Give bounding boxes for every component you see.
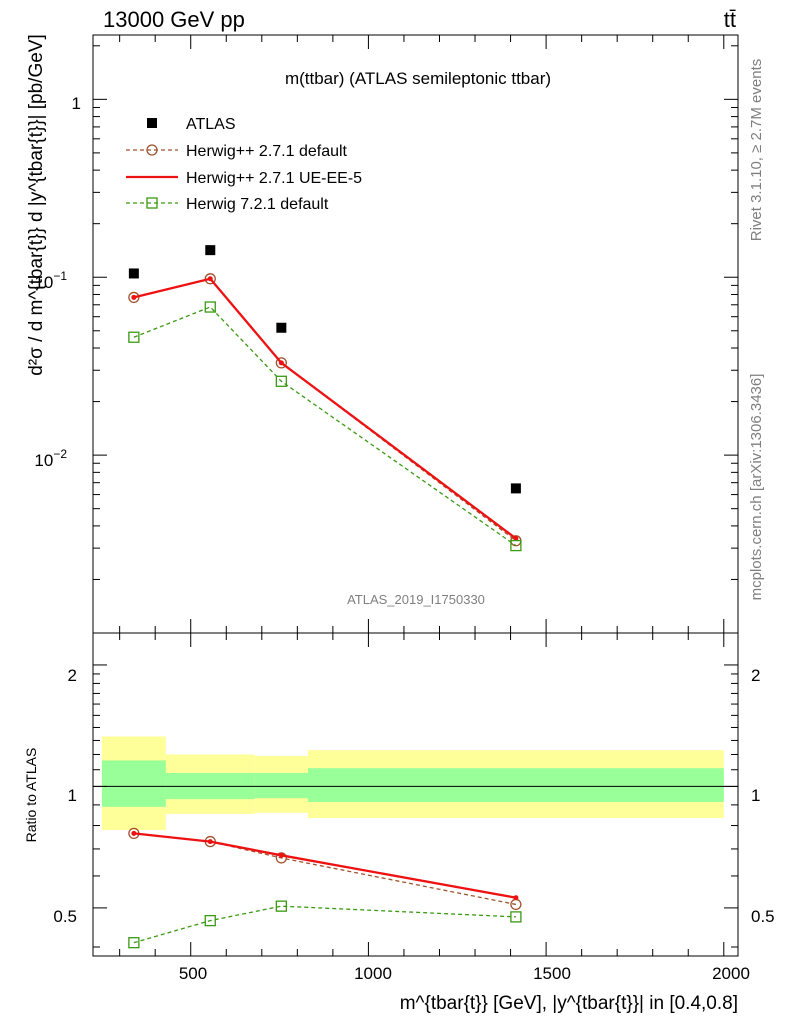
xtick-label-1500: 1500	[533, 964, 571, 983]
ratio-series-layer	[128, 827, 522, 949]
ratio-point-herwig7-0	[128, 937, 140, 949]
main-point-herwig7-0	[128, 331, 140, 343]
xtick-label-2000: 2000	[712, 964, 750, 983]
legend-title: m(ttbar) (ATLAS semileptonic ttbar)	[285, 69, 551, 88]
main-point-atlas-1	[205, 245, 216, 256]
main-point-herwigpp-default-2	[275, 357, 287, 369]
main-ytick-label-0.1-base: 10	[34, 273, 53, 292]
main-point-atlas-0	[128, 268, 139, 279]
ratio-line-herwig7	[133, 905, 516, 944]
main-point-herwigpp-default-0	[128, 291, 140, 304]
main-point-herwigpp-ueee5-0	[131, 294, 137, 300]
main-y-axis-label: d²σ / d m^{tbar{t}} d |y^{tbar{t}}| [pb/…	[26, 34, 47, 376]
main-line-herwig7	[133, 306, 517, 547]
main-line-herwigpp-default	[133, 278, 517, 542]
ratio-point-herwig7-2	[275, 900, 287, 912]
ratio-point-herwig7-1	[204, 914, 216, 927]
ratio-ytick-right-0.5: 0.5	[751, 907, 775, 926]
legend-marker-atlas	[147, 118, 157, 128]
main-ytick-label-0.01-exp: −2	[53, 447, 67, 461]
main-point-herwigpp-default-1	[204, 273, 216, 285]
main-point-herwig7-3	[510, 539, 522, 552]
ratio-ytick-left-1: 1	[68, 786, 77, 805]
ratio-plot-frame	[92, 632, 739, 957]
main-ytick-label-0.01-base: 10	[34, 451, 53, 470]
process-label: tt̄	[724, 7, 736, 32]
ratio-uncertainty-bands	[93, 736, 738, 830]
ratio-ytick-left-2: 2	[68, 666, 77, 685]
main-point-herwig7-2	[275, 375, 287, 387]
ratio-point-herwigpp-ueee5-3	[513, 895, 519, 901]
xtick-label-500: 500	[179, 964, 207, 983]
main-line-herwigpp-ueee5	[133, 277, 517, 540]
ratio-line-herwigpp-ueee5	[133, 832, 517, 899]
main-y-tick-labels: 1 10−1 10−2	[34, 94, 81, 470]
legend-label-herwigpp-ueee5: Herwig++ 2.7.1 UE-EE-5	[186, 170, 362, 187]
ratio-ytick-left-0.5: 0.5	[53, 907, 77, 926]
main-ytick-label-1: 1	[72, 94, 81, 113]
main-point-herwigpp-ueee5-1	[207, 276, 213, 282]
main-point-atlas-2	[276, 322, 287, 333]
axis-ticks	[93, 35, 738, 956]
ratio-point-herwigpp-ueee5-2	[278, 852, 284, 858]
band-inner-bin-2	[254, 772, 308, 799]
main-point-herwig7-1	[204, 301, 216, 313]
energy-label: 13000 GeV pp	[103, 7, 245, 32]
ratio-ytick-right-1: 1	[751, 786, 760, 805]
legend-label-atlas: ATLAS	[186, 116, 236, 133]
ratio-point-herwig7-3	[510, 911, 522, 923]
main-ytick-label-0.1: 10−1	[34, 269, 67, 292]
legend: m(ttbar) (ATLAS semileptonic ttbar) ATLA…	[126, 69, 551, 213]
band-inner-bin-3	[308, 768, 724, 802]
ratio-line-herwigpp-default	[133, 832, 517, 906]
mcplots-credit: mcplots.cern.ch [arXiv:1306.3436]	[748, 374, 765, 601]
legend-marker-herwig7	[146, 197, 158, 209]
main-series-layer	[128, 245, 522, 552]
ratio-y-axis-label: Ratio to ATLAS	[23, 748, 39, 843]
band-inner-bin-0	[101, 760, 166, 807]
x-axis-label: m^{tbar{t}} [GeV], |y^{tbar{t}}| in [0.4…	[400, 993, 738, 1014]
main-point-atlas-3	[510, 483, 521, 494]
main-point-herwigpp-ueee5-2	[278, 360, 284, 366]
main-ytick-label-0.1-exp: −1	[53, 269, 67, 283]
main-ytick-label-0.01: 10−2	[34, 447, 67, 470]
ratio-point-herwigpp-ueee5-0	[131, 830, 137, 836]
analysis-id: ATLAS_2019_I1750330	[347, 592, 485, 607]
ratio-point-herwigpp-ueee5-1	[207, 839, 213, 845]
legend-marker-herwigpp-default	[146, 144, 158, 156]
rivet-version: Rivet 3.1.10, ≥ 2.7M events	[748, 59, 765, 242]
legend-label-herwigpp-default: Herwig++ 2.7.1 default	[186, 143, 348, 160]
main-point-herwigpp-ueee5-3	[513, 535, 519, 541]
ratio-y-tick-labels: 2 1 0.5 2 1 0.5	[53, 666, 774, 926]
x-tick-labels: 500 1000 1500 2000	[179, 964, 750, 983]
ratio-ytick-right-2: 2	[751, 666, 760, 685]
legend-label-herwig7: Herwig 7.2.1 default	[186, 196, 329, 213]
xtick-label-1000: 1000	[354, 964, 392, 983]
